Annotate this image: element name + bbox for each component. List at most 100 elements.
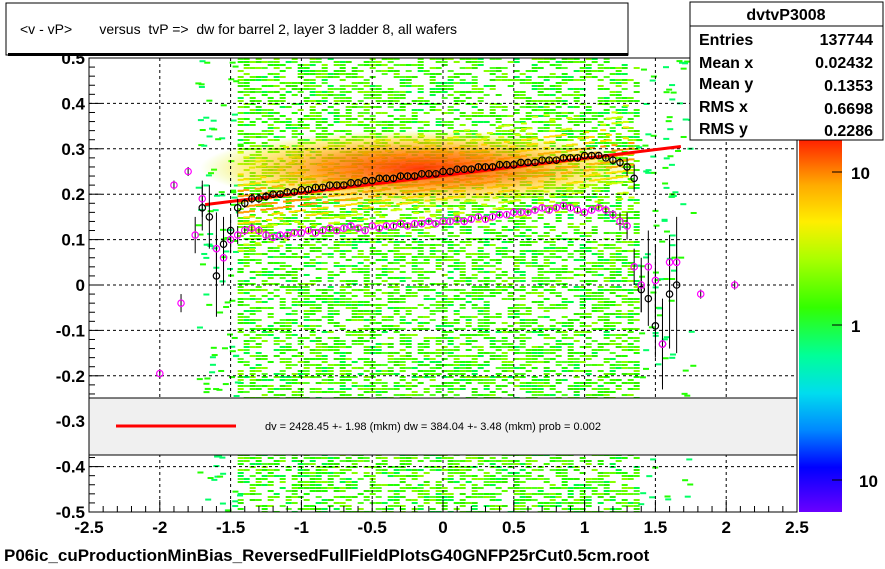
heatmap-cell: [483, 241, 490, 243]
heatmap-cell: [315, 373, 322, 375]
heatmap-cell: [561, 196, 568, 198]
heatmap-cell: [399, 457, 406, 459]
heatmap-cell: [369, 391, 376, 393]
heatmap-cell: [561, 238, 568, 240]
heatmap-cell: [315, 388, 322, 390]
heatmap-cell: [399, 394, 406, 396]
heatmap-cell: [459, 205, 466, 207]
heatmap-cell: [291, 382, 298, 384]
heatmap-cell: [453, 91, 460, 93]
heatmap-cell: [321, 346, 328, 348]
heatmap-cell: [621, 82, 628, 84]
heatmap-cell: [627, 139, 634, 141]
heatmap-cell: [309, 88, 316, 90]
heatmap-cell: [495, 247, 502, 249]
heatmap-cell: [351, 118, 358, 120]
heatmap-cell: [279, 274, 286, 276]
heatmap-cell: [633, 457, 640, 459]
heatmap-cell: [237, 202, 244, 204]
heatmap-cell: [567, 277, 574, 279]
heatmap-cell: [273, 340, 280, 342]
heatmap-cell: [633, 67, 640, 69]
heatmap-cell: [531, 220, 538, 222]
heatmap-cell: [267, 97, 274, 99]
heatmap-cell: [243, 283, 250, 285]
heatmap-cell: [333, 118, 340, 120]
heatmap-cell: [423, 256, 430, 258]
heatmap-cell: [237, 139, 244, 141]
heatmap-cell: [501, 76, 508, 78]
heatmap-cell: [261, 331, 268, 333]
heatmap-cell: [531, 349, 538, 351]
heatmap-cell: [303, 328, 310, 330]
heatmap-cell: [633, 112, 640, 114]
heatmap-cell: [339, 304, 346, 306]
heatmap-cell: [477, 115, 484, 117]
heatmap-cell: [405, 214, 412, 216]
heatmap-cell: [351, 331, 358, 333]
heatmap-cell: [567, 196, 574, 198]
heatmap-cell: [513, 205, 520, 207]
heatmap-cell: [603, 124, 610, 126]
heatmap-cell: [237, 259, 244, 261]
heatmap-cell: [291, 286, 298, 288]
heatmap-cell: [465, 334, 472, 336]
heatmap-cell: [513, 127, 520, 129]
heatmap-cell: [393, 259, 400, 261]
heatmap-cell: [375, 298, 382, 300]
heatmap-cell: [279, 307, 286, 309]
heatmap-cell: [555, 67, 562, 69]
heatmap-cell: [273, 247, 280, 249]
heatmap-cell: [507, 208, 514, 210]
heatmap-cell: [291, 322, 298, 324]
heatmap-cell: [297, 118, 304, 120]
heatmap-cell: [237, 373, 244, 375]
heatmap-cell: [309, 304, 316, 306]
heatmap-cell: [339, 253, 346, 255]
heatmap-cell: [261, 76, 268, 78]
heatmap-cell: [387, 229, 394, 231]
heatmap-cell: [237, 58, 244, 60]
heatmap-cell: [531, 262, 538, 264]
heatmap-cell: [243, 136, 250, 138]
heatmap-cell: [447, 457, 454, 459]
heatmap-cell: [597, 328, 604, 330]
heatmap-cell: [483, 394, 490, 396]
heatmap-cell: [453, 394, 460, 396]
heatmap-cell: [495, 118, 502, 120]
heatmap-cell: [411, 334, 418, 336]
heatmap-cell: [519, 328, 526, 330]
heatmap-cell: [261, 394, 268, 396]
heatmap-cell: [267, 133, 274, 135]
heatmap-cell: [441, 274, 448, 276]
heatmap-cell: [453, 319, 460, 321]
heatmap-cell: [543, 334, 550, 336]
heatmap-cell: [255, 298, 262, 300]
heatmap-cell: [447, 214, 454, 216]
heatmap-cell: [351, 271, 358, 273]
heatmap-cell: [603, 376, 610, 378]
heatmap-cell: [351, 310, 358, 312]
heatmap-cell: [243, 316, 250, 318]
heatmap-cell: [585, 199, 592, 201]
heatmap-cell: [255, 352, 262, 354]
heatmap-cell: [573, 334, 580, 336]
heatmap-cell: [543, 280, 550, 282]
heatmap-cell: [471, 376, 478, 378]
heatmap-cell: [609, 301, 616, 303]
heatmap-cell: [621, 142, 628, 144]
heatmap-cell: [585, 379, 592, 381]
heatmap-cell: [513, 70, 520, 72]
heatmap-cell: [393, 94, 400, 96]
heatmap-cell: [435, 109, 442, 111]
heatmap-cell: [603, 109, 610, 111]
heatmap-cell: [615, 367, 622, 369]
heatmap-cell: [597, 316, 604, 318]
heatmap-cell: [597, 202, 604, 204]
heatmap-cell: [411, 118, 418, 120]
heatmap-cell: [573, 289, 580, 291]
heatmap-cell: [489, 460, 496, 462]
heatmap-cell: [603, 88, 610, 90]
heatmap-cell: [237, 313, 244, 315]
heatmap-cell: [381, 271, 388, 273]
